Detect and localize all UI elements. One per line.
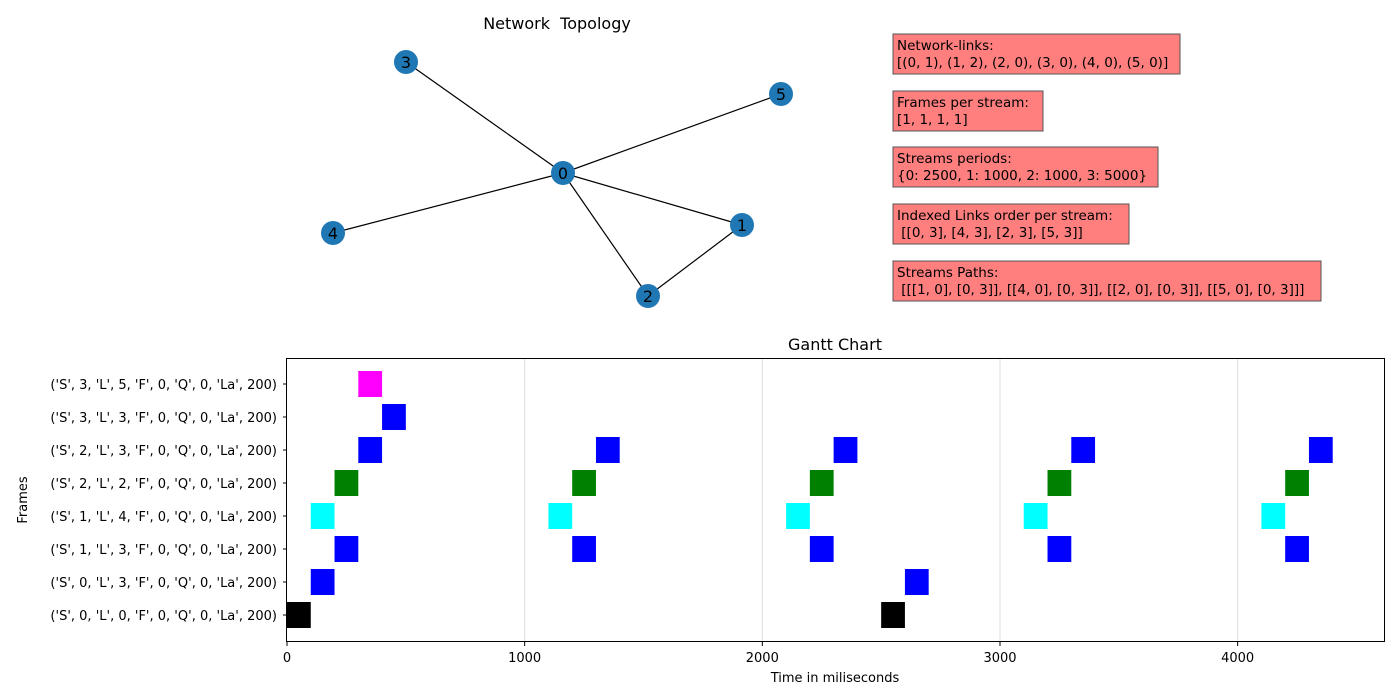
topology-edge-3-0 [405,61,564,174]
topology-node-2: 2 [636,284,660,308]
gantt-bar-row4-14 [334,470,359,496]
gantt-bar-row3-12 [1023,503,1048,529]
topology-title: Network Topology [483,14,631,33]
topology-edge-0-1 [562,172,743,226]
gantt-y-tick-label: ('S', 2, 'L', 2, 'F', 0, 'Q', 0, 'La', 2… [50,477,277,492]
gantt-bar-row4-18 [1285,470,1309,496]
info-box-frames-per-stream-title: Frames per stream: [897,95,1029,111]
gantt-bar-row0-1 [881,602,905,628]
gantt-x-axis-label: Time in miliseconds [770,671,900,686]
info-box-frames-per-stream-bg [892,90,1044,132]
topology-node-label: 5 [776,85,786,104]
info-box-indexed-links-order-bg [892,203,1130,245]
info-box-streams-periods-bg [892,146,1159,188]
gantt-y-tick-label: ('S', 2, 'L', 3, 'F', 0, 'Q', 0, 'La', 2… [50,444,277,459]
gantt-bar-row4-17 [1047,470,1072,496]
gantt-bar-row1-2 [310,569,335,595]
topology-node-circle [551,161,575,185]
gantt-y-tick-label: ('S', 3, 'L', 3, 'F', 0, 'Q', 0, 'La', 2… [50,411,277,426]
topology-node-circle [730,213,754,237]
info-box-indexed-links-order: Indexed Links order per stream: [[0, 3],… [892,203,1130,245]
gantt-bar-row3-9 [310,503,335,529]
gantt-bar-row3-13 [1261,503,1286,529]
gantt-y-tick-label: ('S', 3, 'L', 5, 'F', 0, 'Q', 0, 'La', 2… [50,378,277,393]
gantt-bar-row5-20 [595,437,620,463]
info-box-streams-paths-bg [892,260,1322,302]
topology-node-3: 3 [394,50,418,74]
topology-node-circle [321,221,345,245]
info-box-frames-per-stream: Frames per stream: [1, 1, 1, 1] [892,90,1044,132]
gantt-x-tick-label: 4000 [1221,651,1254,666]
topology-node-label: 3 [401,53,411,72]
topology-node-5: 5 [769,82,793,106]
gantt-bar-row5-23 [1308,437,1333,463]
gantt-bar-row1-3 [904,569,929,595]
gantt-bar-row5-19 [358,437,383,463]
topology-node-label: 0 [558,164,568,183]
info-box-streams-paths: Streams Paths: [[[1, 0], [0, 3]], [[4, 0… [892,260,1322,302]
gantt-title: Gantt Chart [788,335,882,354]
topology-node-4: 4 [321,221,345,245]
gantt-x-tick-label: 3000 [983,651,1016,666]
gantt-bar-row6-24 [382,404,406,430]
topology-node-circle [394,50,418,74]
gantt-chart: Gantt Chart ('S', 0, 'L', 0, 'F', 0, 'Q'… [16,335,1385,686]
gantt-bar-row2-6 [809,536,834,562]
gantt-bar-row2-8 [1285,536,1309,562]
gantt-plot-frame [286,358,1385,642]
gantt-x-tick-label: 0 [283,651,291,666]
gantt-y-tick-label: ('S', 0, 'L', 0, 'F', 0, 'Q', 0, 'La', 2… [50,609,277,624]
gantt-bar-row2-4 [334,536,359,562]
gantt-bar-row0-0 [287,602,311,628]
info-box-network-links-title: Network-links: [897,38,994,54]
gantt-bar-row4-16 [809,470,834,496]
gantt-bar-row2-5 [572,536,596,562]
gantt-bar-row5-22 [1071,437,1096,463]
gantt-y-axis-label: Frames [16,476,31,524]
gantt-y-axis: ('S', 0, 'L', 0, 'F', 0, 'Q', 0, 'La', 2… [50,378,287,624]
gantt-x-axis: 0 1000 2000 3000 4000 [283,642,1254,666]
topology-node-circle [769,82,793,106]
topology-node-1: 1 [730,213,754,237]
info-box-network-links-bg [892,33,1181,75]
info-box-frames-per-stream-value: [1, 1, 1, 1] [897,112,968,128]
info-box-streams-paths-title: Streams Paths: [897,265,998,281]
info-box-streams-periods-value: {0: 2500, 1: 1000, 2: 1000, 3: 5000} [897,168,1147,184]
gantt-bar-row3-10 [548,503,573,529]
topology-edge-2-0 [562,172,649,297]
topology-node-label: 2 [643,287,653,306]
topology-edge-4-0 [332,172,564,234]
gantt-bar-row5-21 [833,437,858,463]
topology-node-0: 0 [551,161,575,185]
gantt-y-tick-label: ('S', 0, 'L', 3, 'F', 0, 'Q', 0, 'La', 2… [50,576,277,591]
gantt-bars [287,371,1333,628]
info-box-network-links: Network-links: [(0, 1), (1, 2), (2, 0), … [892,33,1181,75]
info-box-network-links-value: [(0, 1), (1, 2), (2, 0), (3, 0), (4, 0),… [897,55,1168,71]
info-box-indexed-links-order-value: [[0, 3], [4, 3], [2, 3], [5, 3]] [897,225,1083,241]
topology-node-circle [636,284,660,308]
gantt-bar-row2-7 [1047,536,1072,562]
gantt-bar-row4-15 [572,470,596,496]
network-topology-panel: Network Topology 0 1 2 3 4 5 [321,14,793,308]
topology-edges [332,61,782,297]
topology-edge-5-0 [562,93,782,174]
info-box-indexed-links-order-title: Indexed Links order per stream: [897,208,1113,224]
info-panel: Network-links: [(0, 1), (1, 2), (2, 0), … [892,33,1322,302]
info-box-streams-periods-title: Streams periods: [897,151,1012,167]
gantt-gridlines [524,359,1239,642]
topology-nodes: 0 1 2 3 4 5 [321,50,793,308]
gantt-y-tick-label: ('S', 1, 'L', 4, 'F', 0, 'Q', 0, 'La', 2… [50,510,277,525]
topology-edge-1-2 [647,224,743,297]
gantt-bar-row3-11 [786,503,810,529]
gantt-x-tick-label: 2000 [746,651,779,666]
gantt-bar-row7-25 [358,371,383,397]
topology-node-label: 4 [328,224,338,243]
gantt-y-tick-label: ('S', 1, 'L', 3, 'F', 0, 'Q', 0, 'La', 2… [50,543,277,558]
gantt-x-tick-label: 1000 [508,651,541,666]
info-box-streams-periods: Streams periods: {0: 2500, 1: 1000, 2: 1… [892,146,1159,188]
topology-node-label: 1 [737,216,747,235]
info-box-streams-paths-value: [[[1, 0], [0, 3]], [[4, 0], [0, 3]], [[2… [897,282,1304,298]
